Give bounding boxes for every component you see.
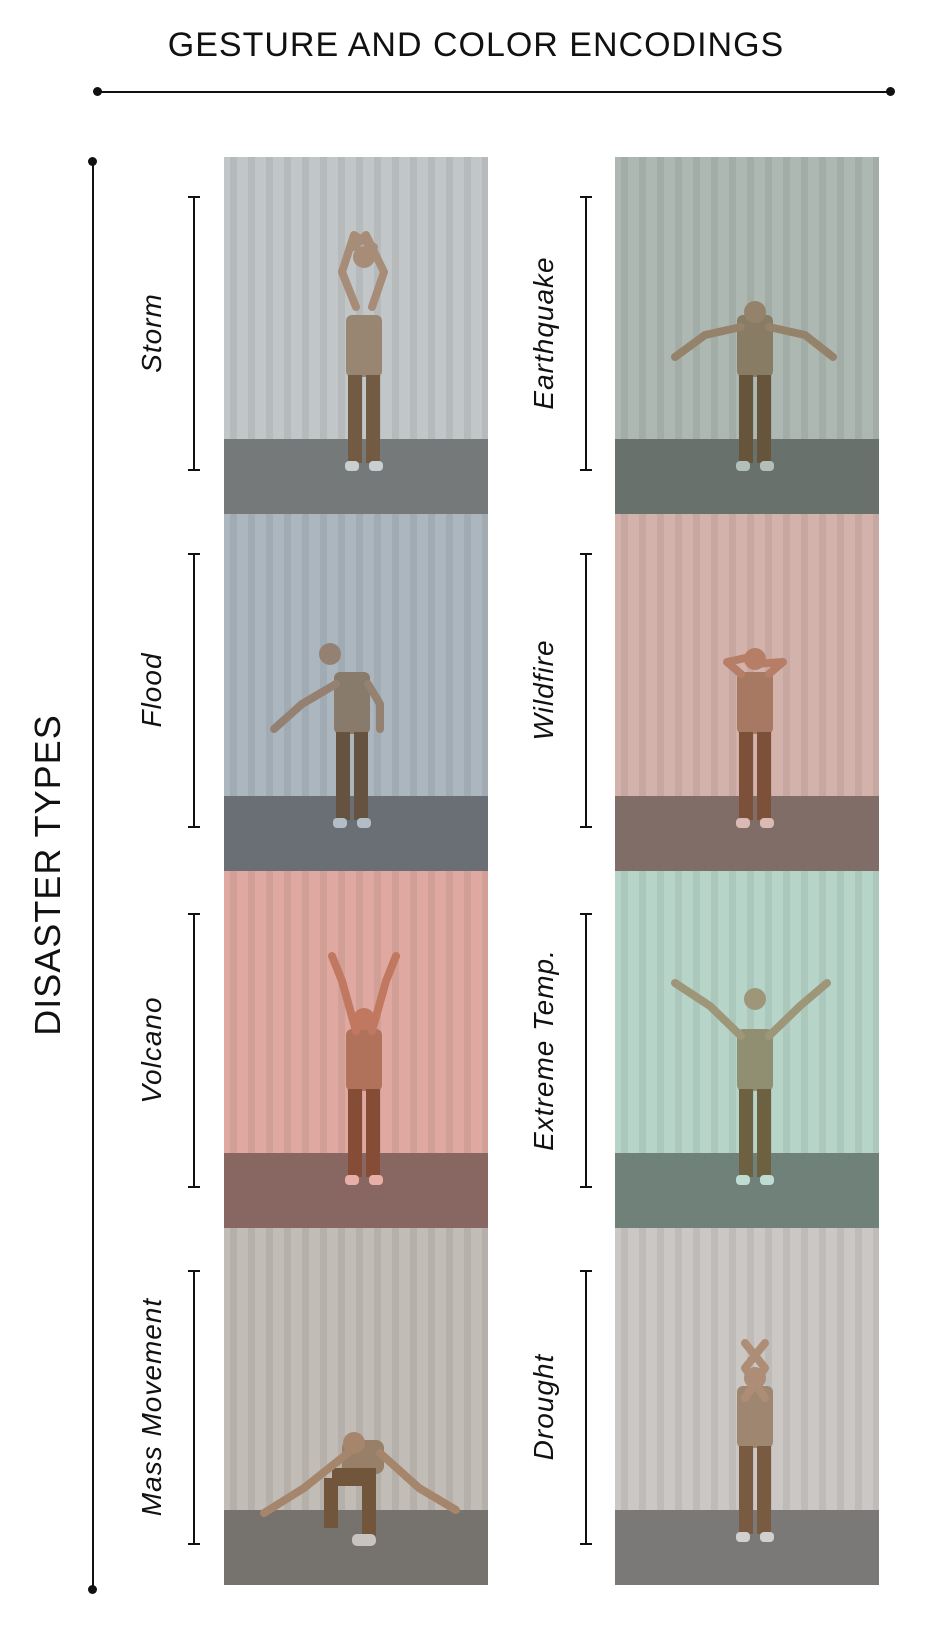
- volcano-scene: [224, 871, 488, 1228]
- earthquake-label: Earthquake: [528, 256, 559, 410]
- color-tint: [224, 514, 488, 871]
- earthquake-scene: [615, 157, 879, 514]
- drought-bracket: [580, 1270, 592, 1545]
- color-tint: [615, 1228, 879, 1585]
- mass-movement-scene: [224, 1228, 488, 1585]
- earthquake-photo: [615, 157, 879, 514]
- color-tint: [615, 871, 879, 1228]
- volcano-photo: [224, 871, 488, 1228]
- earthquake-bracket: [580, 196, 592, 471]
- color-tint: [615, 514, 879, 871]
- axis-rule-top-dot: [88, 157, 97, 166]
- flood-scene: [224, 514, 488, 871]
- storm-label: Storm: [136, 293, 167, 373]
- header-rule: [97, 91, 889, 93]
- storm-scene: [224, 157, 488, 514]
- extreme-temp-photo: [615, 871, 879, 1228]
- wildfire-scene: [615, 514, 879, 871]
- wildfire-bracket: [580, 553, 592, 828]
- drought-scene: [615, 1228, 879, 1585]
- storm-bracket: [188, 196, 200, 471]
- drought-label: Drought: [528, 1353, 559, 1461]
- color-tint: [224, 871, 488, 1228]
- mass-movement-label: Mass Movement: [136, 1297, 167, 1517]
- flood-photo: [224, 514, 488, 871]
- flood-label: Flood: [136, 652, 167, 728]
- mass-movement-bracket: [188, 1270, 200, 1545]
- flood-bracket: [188, 553, 200, 828]
- header-title: GESTURE AND COLOR ENCODINGS: [167, 26, 785, 64]
- extreme-temp-scene: [615, 871, 879, 1228]
- wildfire-label: Wildfire: [528, 639, 559, 741]
- color-tint: [224, 157, 488, 514]
- color-tint: [224, 1228, 488, 1585]
- volcano-label: Volcano: [136, 996, 167, 1104]
- drought-photo: [615, 1228, 879, 1585]
- mass-movement-photo: [224, 1228, 488, 1585]
- header-rule-right-dot: [886, 87, 895, 96]
- storm-photo: [224, 157, 488, 514]
- axis-rule: [92, 161, 94, 1590]
- volcano-bracket: [188, 913, 200, 1188]
- wildfire-photo: [615, 514, 879, 871]
- extreme-temp-bracket: [580, 913, 592, 1188]
- color-tint: [615, 157, 879, 514]
- axis-rule-bottom-dot: [88, 1585, 97, 1594]
- axis-title: DISASTER TYPES: [27, 714, 68, 1036]
- header-rule-left-dot: [93, 87, 102, 96]
- extreme-temp-label: Extreme Temp.: [528, 949, 559, 1151]
